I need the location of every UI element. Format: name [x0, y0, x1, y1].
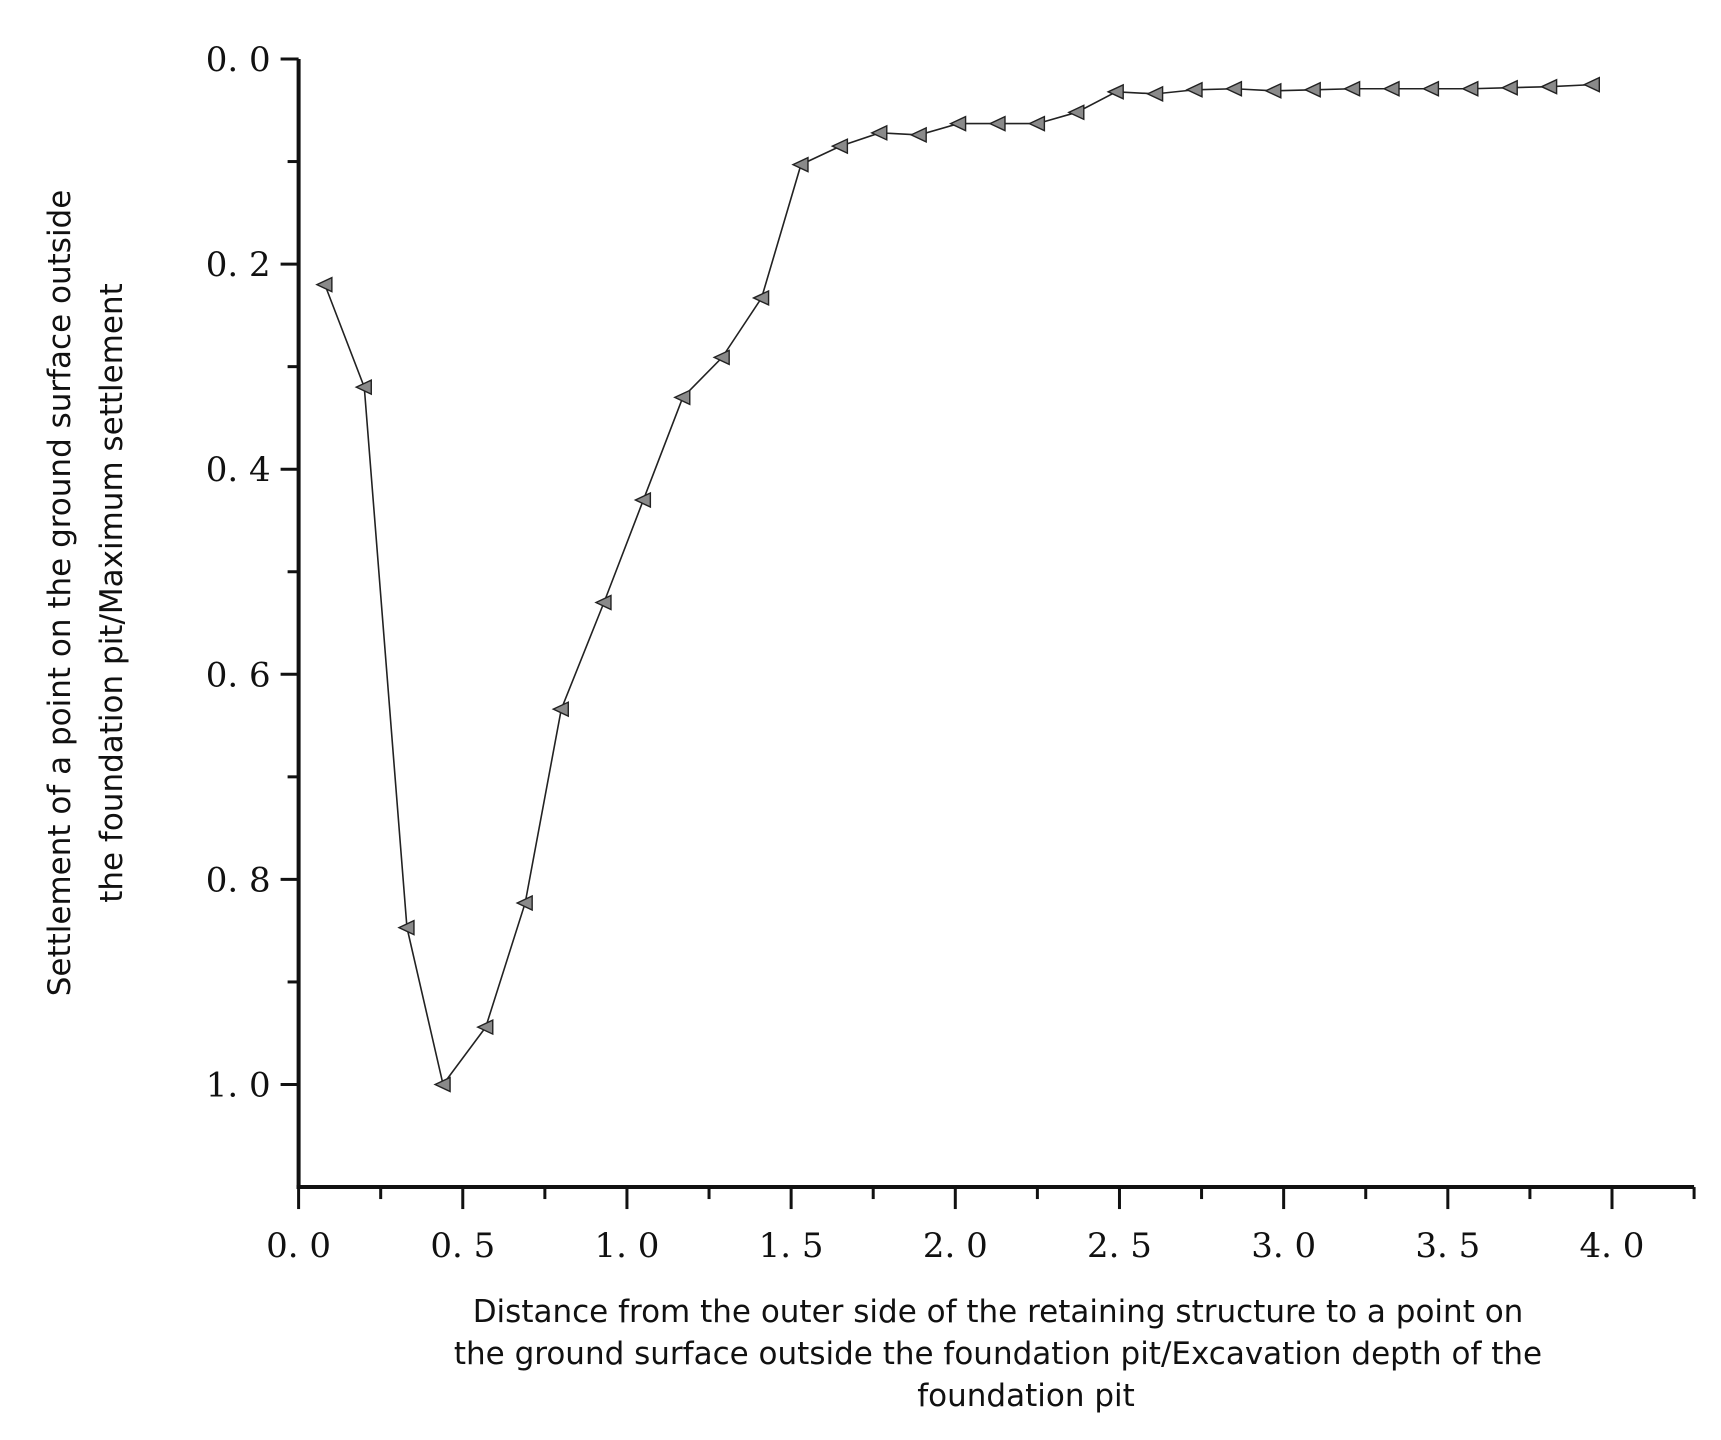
y-tick-label: 0. 6: [206, 655, 271, 695]
x-axis-title-line-1: Distance from the outer side of the reta…: [473, 1294, 1524, 1330]
data-point-marker: [551, 701, 569, 718]
axis-titles: Settlement of a point on the ground surf…: [42, 190, 1542, 1414]
data-point-marker: [1500, 79, 1518, 96]
x-tick-label: 0. 5: [430, 1226, 495, 1266]
x-tick-label: 0. 0: [266, 1226, 331, 1266]
data-point-marker: [1027, 115, 1046, 132]
y-axis-title-line-2: the foundation pit/Maximum settlement: [94, 283, 130, 903]
data-point-marker: [1264, 82, 1282, 99]
data-point-marker: [673, 389, 691, 406]
y-tick-label: 0. 4: [206, 450, 271, 490]
x-axis-title-line-3: foundation pit: [917, 1378, 1135, 1414]
data-point-marker: [909, 126, 927, 143]
data-point-marker: [433, 1076, 451, 1093]
data-point-marker: [712, 349, 730, 366]
data-point-marker: [1145, 85, 1164, 102]
x-tick-label: 3. 0: [1251, 1226, 1316, 1266]
data-point-marker: [1382, 80, 1400, 97]
data-point-marker: [315, 276, 333, 293]
data-point-marker: [791, 156, 809, 173]
y-tick-label: 0. 0: [206, 40, 271, 80]
axes: 0. 0 0. 2 0. 4 0. 6 0. 8 1. 0 0. 0 0. 5 1. 0 1. 5…: [206, 40, 1696, 1266]
data-point-marker: [948, 115, 967, 132]
x-axis-title-line-2: the ground surface outside the foundatio…: [454, 1336, 1542, 1372]
data-point-marker: [751, 289, 770, 307]
data-point-marker: [1303, 81, 1321, 98]
data-point-marker: [1582, 76, 1600, 93]
y-tick-label: 1. 0: [206, 1066, 271, 1106]
data-point-marker: [633, 491, 652, 509]
x-tick-label: 1. 0: [595, 1226, 660, 1266]
x-tick-label: 3. 5: [1415, 1226, 1480, 1266]
x-tick-label: 2. 5: [1087, 1226, 1152, 1266]
data-point-marker: [1067, 104, 1085, 121]
data-point-marker: [830, 138, 849, 155]
data-point-marker: [476, 1018, 494, 1036]
series-settlement: [315, 76, 1600, 1093]
data-point-marker: [1421, 80, 1440, 97]
y-axis-title-line-1: Settlement of a point on the ground surf…: [42, 190, 78, 997]
x-tick-label: 2. 0: [923, 1226, 988, 1266]
data-point-marker: [1224, 80, 1243, 97]
y-tick-label: 0. 8: [206, 860, 271, 900]
data-point-marker: [397, 919, 415, 936]
data-point-marker: [1342, 80, 1361, 97]
y-tick-label: 0. 2: [206, 245, 271, 285]
data-point-marker: [354, 379, 372, 396]
data-point-marker: [1461, 80, 1479, 97]
series-line: [324, 83, 1593, 1087]
data-point-marker: [594, 594, 612, 611]
data-point-marker: [1185, 81, 1203, 98]
data-point-marker: [1539, 78, 1558, 95]
x-tick-label: 4. 0: [1580, 1226, 1645, 1266]
data-point-marker: [988, 115, 1006, 132]
data-point-marker: [870, 124, 888, 141]
data-point-marker: [1106, 83, 1124, 100]
data-point-marker: [515, 894, 533, 912]
x-tick-label: 1. 5: [759, 1226, 824, 1266]
